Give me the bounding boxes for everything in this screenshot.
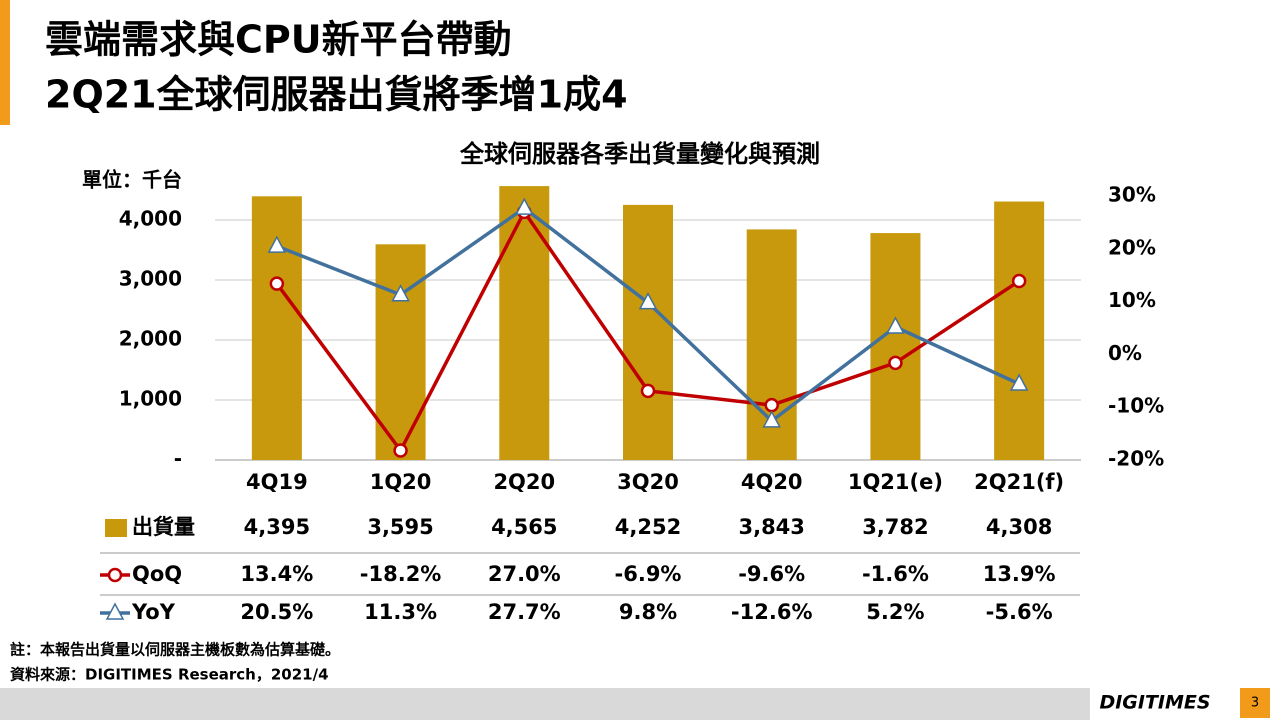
bar [623, 204, 673, 460]
table-value: 4,308 [986, 515, 1052, 539]
y-tick-label: 3,000 [119, 267, 182, 291]
y-tick-label: 4,000 [119, 207, 182, 231]
footer-bar [0, 688, 1090, 720]
footnote: 資料來源：DIGITIMES Research，2021/4 [10, 666, 329, 684]
y2-tick-label: 30% [1108, 183, 1156, 207]
point [764, 397, 779, 413]
legend-label: 出貨量 [132, 515, 195, 539]
point [267, 235, 287, 253]
footnote: 註：本報告出貨量以伺服器主機板數為估算基礎。 [10, 641, 340, 659]
y2-tick-label: 0% [1108, 341, 1142, 365]
table-value: 13.4% [240, 562, 313, 586]
legend-swatch [107, 567, 123, 583]
table-value: 4,252 [615, 515, 681, 539]
y-tick-label: 2,000 [119, 327, 182, 351]
table-value: 20.5% [240, 600, 313, 624]
x-tick-label: 2Q21(f) [974, 470, 1064, 494]
point [269, 276, 285, 291]
table-value: 27.0% [488, 562, 561, 586]
unit-label: 單位：千台 [82, 168, 182, 192]
table-value: 11.3% [364, 600, 437, 624]
point [393, 443, 408, 458]
x-tick-label: 3Q20 [617, 470, 679, 494]
x-tick-label: 4Q19 [246, 470, 308, 494]
point [1011, 273, 1027, 289]
point [886, 316, 905, 334]
point [888, 355, 903, 371]
legend-label: YoY [131, 600, 176, 624]
x-tick-label: 2Q20 [493, 470, 555, 494]
bar [994, 201, 1045, 460]
x-tick-label: 4Q20 [741, 470, 803, 494]
slide-title: 2Q21全球伺服器出貨將季增1成4 [45, 73, 628, 117]
point [762, 410, 781, 428]
bar [375, 244, 426, 460]
table-value: -1.6% [862, 562, 929, 586]
table-value: 3,595 [367, 515, 433, 539]
bar [499, 186, 550, 460]
point [515, 197, 534, 215]
point [1009, 373, 1029, 391]
point [391, 284, 410, 302]
x-tick-label: 1Q21(e) [848, 470, 943, 494]
y2-tick-label: -10% [1108, 394, 1164, 418]
table-value: 3,843 [738, 515, 804, 539]
table-value: 4,565 [491, 515, 557, 539]
table-value: -5.6% [986, 600, 1053, 624]
table-value: 5.2% [866, 600, 924, 624]
table-value: 3,782 [862, 515, 928, 539]
point [638, 292, 658, 310]
slide-title: 雲端需求與CPU新平台帶動 [45, 18, 512, 62]
table-value: -9.6% [738, 562, 805, 586]
y-tick-label: 1,000 [119, 387, 182, 411]
point [640, 383, 656, 399]
x-tick-label: 1Q20 [370, 470, 432, 494]
y2-tick-label: -20% [1108, 447, 1164, 471]
y2-tick-label: 20% [1108, 235, 1156, 259]
bar [870, 233, 921, 460]
y-tick-label: - [174, 447, 182, 471]
table-value: -12.6% [731, 600, 813, 624]
table-value: 9.8% [619, 600, 677, 624]
legend-label: QoQ [132, 562, 182, 586]
page-box [1240, 688, 1270, 718]
legend-swatch [105, 519, 127, 537]
accent-bar [0, 0, 10, 125]
table-value: 27.7% [488, 600, 561, 624]
legend-swatch [105, 602, 125, 620]
table-value: -6.9% [615, 562, 682, 586]
table-value: 4,395 [244, 515, 310, 539]
table-value: -18.2% [360, 562, 442, 586]
y2-tick-label: 10% [1108, 288, 1156, 312]
chart-title: 全球伺服器各季出貨量變化與預測 [459, 140, 820, 168]
page-number: 3 [1251, 696, 1259, 711]
logo: DIGITIMES [1099, 692, 1210, 714]
table-value: 13.9% [983, 562, 1056, 586]
